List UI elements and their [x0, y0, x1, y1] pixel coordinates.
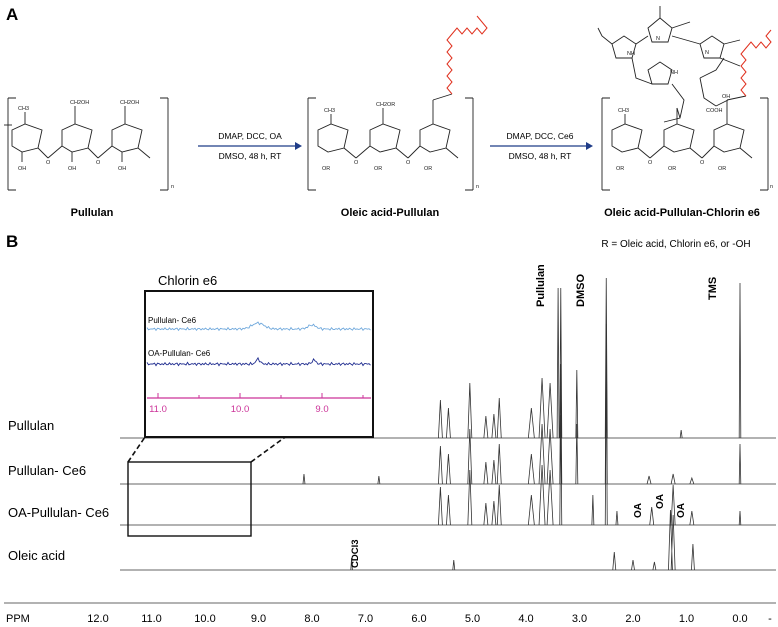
svg-text:n: n	[171, 184, 174, 190]
inset-tick-11: 11.0	[149, 404, 167, 415]
spectrum-label-pullulan-ce6: Pullulan- Ce6	[8, 463, 86, 478]
spectrum-label-pullulan: Pullulan	[8, 418, 54, 433]
svg-text:OR: OR	[374, 166, 382, 172]
svg-text:CH3: CH3	[618, 108, 629, 114]
spectrum-oa-pullulan-ce6	[120, 364, 776, 526]
arrow-1-conditions: DMSO, 48 h, RT	[219, 151, 282, 161]
svg-text:OR: OR	[616, 166, 624, 172]
svg-text:OH: OH	[18, 166, 26, 172]
chlorin-pullulan-ring-labels: CH3 OR OR OR O O n	[616, 108, 773, 190]
ppm-tick-label: 1.0	[679, 613, 694, 625]
svg-text:OR: OR	[668, 166, 676, 172]
peak-label-oa-2: OA	[655, 494, 666, 509]
chlorin-e6-porphyrin	[597, 6, 741, 123]
svg-text:n: n	[476, 184, 479, 190]
peak-label-oa-1: OA	[633, 503, 644, 518]
compound-3-name: Oleic acid-Pullulan-Chlorin e6	[604, 207, 760, 219]
panel-a-label: A	[6, 5, 18, 24]
compound-1-name: Pullulan	[71, 207, 114, 219]
ppm-tick-label: 7.0	[358, 613, 373, 625]
svg-text:N: N	[705, 50, 709, 56]
r-group-note: R = Oleic acid, Chlorin e6, or -OH	[601, 239, 750, 250]
peak-label-cdcl3: CDCl3	[350, 539, 361, 568]
svg-text:N: N	[656, 36, 660, 42]
svg-text:CH3: CH3	[18, 106, 29, 112]
svg-text:COOH: COOH	[706, 108, 723, 114]
reaction-arrow-2-head	[586, 142, 593, 150]
oleic-acid-pullulan-chlorin-structure	[601, 95, 769, 191]
pullulan-structure	[4, 97, 169, 191]
ppm-tick-label: 6.0	[411, 613, 426, 625]
svg-text:CH3: CH3	[324, 108, 335, 114]
ppm-tick-label: 2.0	[625, 613, 640, 625]
ppm-tick-label: 10.0	[194, 613, 215, 625]
spectrum-pullulan-ce6	[120, 323, 776, 485]
inset-trace-pullulan-ce6	[146, 321, 371, 332]
nmr-spectra	[120, 277, 776, 571]
oleic-chain-3	[740, 29, 772, 97]
svg-text:CH2OH: CH2OH	[120, 100, 139, 106]
svg-text:CH2OR: CH2OR	[376, 102, 395, 108]
svg-text:NH: NH	[627, 51, 635, 57]
svg-text:CH2OH: CH2OH	[70, 100, 89, 106]
inset-trace-1-label: Pullulan- Ce6	[148, 316, 197, 325]
inset-tick-9: 9.0	[315, 404, 328, 415]
inset-tick-10: 10.0	[231, 404, 250, 415]
svg-text:OR: OR	[322, 166, 330, 172]
svg-text:OH: OH	[722, 94, 730, 100]
reaction-arrow-1-head	[295, 142, 302, 150]
spectrum-label-oleic-acid: Oleic acid	[8, 548, 65, 563]
oleic-chain-2	[446, 15, 488, 95]
inset-ticks	[157, 393, 364, 398]
ppm-tick-label: 11.0	[141, 613, 162, 625]
ppm-tick-label: 3.0	[572, 613, 587, 625]
pullulan-ring-labels: CH3 CH2OH CH2OH OH OH OH O O n	[18, 100, 174, 190]
oleic-acid-pullulan-ring-labels: CH3 CH2OR OR OR OR O O n	[322, 102, 479, 190]
peak-label-oa-3: OA	[676, 503, 687, 518]
chlorin-e6-labels: N NH N NH OH COOH	[627, 36, 730, 114]
zoom-region-box	[127, 461, 252, 537]
zoom-connector-left	[127, 436, 146, 463]
inset-trace-2-label: OA-Pullulan- Ce6	[148, 349, 211, 358]
peak-label-tms: TMS	[707, 277, 719, 300]
ppm-tick-label: 0.0	[732, 613, 747, 625]
svg-text:OR: OR	[718, 166, 726, 172]
ppm-tick-label: 8.0	[304, 613, 319, 625]
ppm-axis-ticks: 12.0 11.0 10.0 9.0 8.0 7.0 6.0 5.0 4.0 3.0 2.0 1.0 0…	[87, 613, 772, 625]
inset-title: Chlorin e6	[158, 273, 217, 288]
svg-text:O: O	[700, 160, 705, 166]
oleic-acid-pullulan-structure	[307, 93, 474, 191]
spectrum-oleic-acid	[120, 509, 776, 571]
compound-2-name: Oleic acid-Pullulan	[341, 207, 440, 219]
peak-label-pullulan: Pullulan	[535, 264, 547, 307]
ppm-tick-label: 4.0	[518, 613, 533, 625]
ppm-tick-label: -	[768, 613, 772, 625]
svg-text:O: O	[46, 160, 51, 166]
spectrum-label-oa-pullulan-ce6: OA-Pullulan- Ce6	[8, 505, 109, 520]
svg-text:O: O	[354, 160, 359, 166]
svg-text:OR: OR	[424, 166, 432, 172]
ppm-axis-label: PPM	[6, 613, 30, 625]
svg-text:NH: NH	[670, 70, 678, 76]
svg-text:O: O	[406, 160, 411, 166]
arrow-2-conditions: DMSO, 48 h, RT	[509, 151, 572, 161]
svg-text:OH: OH	[68, 166, 76, 172]
peak-label-dmso: DMSO	[575, 274, 587, 307]
panel-b-label: B	[6, 232, 18, 251]
svg-text:n: n	[770, 184, 773, 190]
svg-text:O: O	[96, 160, 101, 166]
ppm-tick-label: 5.0	[465, 613, 480, 625]
ppm-tick-label: 9.0	[251, 613, 266, 625]
svg-text:O: O	[648, 160, 653, 166]
svg-text:OH: OH	[118, 166, 126, 172]
arrow-2-reagents: DMAP, DCC, Ce6	[507, 131, 574, 141]
ppm-tick-label: 12.0	[87, 613, 108, 625]
arrow-1-reagents: DMAP, DCC, OA	[218, 131, 282, 141]
chlorin-e6-inset: Chlorin e6 Pullulan- Ce6 OA-Pullulan- Ce…	[144, 273, 374, 438]
inset-trace-oa-pullulan-ce6	[146, 356, 371, 367]
